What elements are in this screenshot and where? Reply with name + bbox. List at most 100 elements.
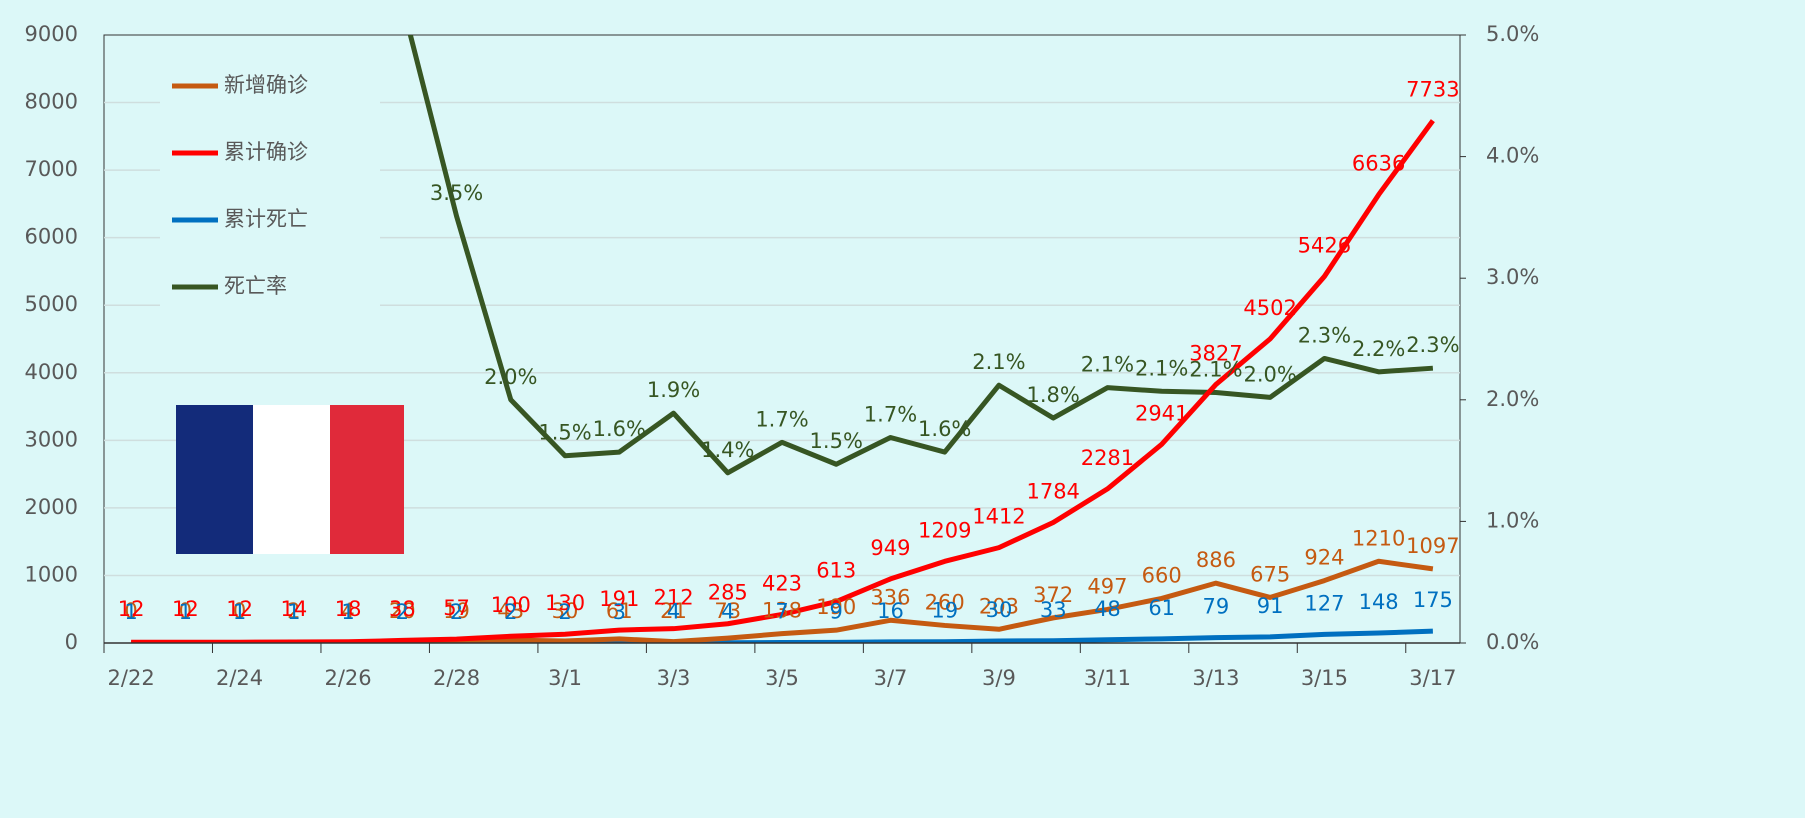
data-label: 19 (443, 599, 470, 623)
data-label: 138 (762, 599, 802, 623)
flag-red (330, 405, 404, 554)
data-label: 1.4% (701, 438, 754, 462)
data-label: 1.8% (1027, 383, 1080, 407)
y2-tick-label: 3.0% (1486, 265, 1539, 289)
data-label: 1.7% (864, 402, 917, 426)
data-label: 1.5% (538, 421, 591, 445)
data-label: 497 (1087, 574, 1127, 598)
legend-label: 累计确诊 (224, 140, 308, 164)
data-label: 5426 (1298, 233, 1351, 257)
data-label: 372 (1033, 583, 1073, 607)
y2-tick-label: 4.0% (1486, 144, 1539, 168)
data-label: 4502 (1243, 296, 1296, 320)
data-label: 0 (233, 599, 246, 623)
data-label: 2 (450, 600, 463, 624)
y-tick-label: 4000 (25, 360, 78, 384)
flag-blue (176, 405, 253, 554)
data-labels: 0 0 0 2 4 20 19 43 30 61 21 73 138 190 336 260 203 372 497… (118, 78, 1460, 624)
x-tick-label: 3/9 (982, 666, 1016, 690)
data-label: 79 (1203, 595, 1230, 619)
y2-tick-label: 0.0% (1486, 630, 1539, 654)
data-label: 1.9% (647, 378, 700, 402)
data-label: 423 (762, 571, 802, 595)
data-label: 2 (287, 599, 300, 623)
data-label: 12 (118, 597, 145, 621)
data-label: 949 (870, 536, 910, 560)
data-label: 1.5% (810, 429, 863, 453)
data-label: 2281 (1081, 446, 1134, 470)
data-label: 130 (545, 591, 585, 615)
data-label: 4 (667, 600, 680, 624)
legend-label: 新增确诊 (224, 73, 308, 97)
data-label: 886 (1196, 548, 1236, 572)
data-label: 4 (341, 599, 354, 623)
data-label: 3827 (1189, 341, 1242, 365)
x-tick-label: 2/22 (108, 666, 155, 690)
data-label: 127 (1304, 591, 1344, 615)
data-label: 1.7% (755, 407, 808, 431)
data-label: 33 (1040, 598, 1067, 622)
data-label: 6636 (1352, 152, 1405, 176)
data-label: 675 (1250, 562, 1290, 586)
data-label: 175 (1413, 588, 1453, 612)
y-tick-label: 6000 (25, 225, 78, 249)
series-line (407, 35, 1434, 476)
data-label: 16 (877, 599, 904, 623)
data-label: 1412 (972, 505, 1025, 529)
data-label: 30 (552, 599, 579, 623)
data-label: 12 (172, 597, 199, 621)
data-label: 19 (931, 599, 958, 623)
data-label: 2 (396, 600, 409, 624)
data-label: 1.6% (593, 417, 646, 441)
data-label: 14 (280, 597, 307, 621)
x-tick-label: 3/3 (657, 666, 691, 690)
data-label: 1 (341, 600, 354, 624)
data-label: 212 (653, 586, 693, 610)
data-label: 73 (714, 599, 741, 623)
data-label: 1784 (1026, 479, 1079, 503)
x-tick-label: 2/26 (324, 666, 371, 690)
data-label: 203 (979, 594, 1019, 618)
data-label: 2941 (1135, 401, 1188, 425)
data-label: 2.1% (1135, 356, 1188, 380)
data-label: 0 (124, 599, 137, 623)
data-label: 2.0% (1243, 362, 1296, 386)
data-label: 613 (816, 559, 856, 583)
y-tick-label: 9000 (25, 22, 78, 46)
x-tick-label: 3/7 (874, 666, 908, 690)
data-label: 3 (613, 600, 626, 624)
legend-label: 累计死亡 (224, 207, 308, 231)
data-label: 2.2% (1352, 337, 1405, 361)
data-label: 18 (335, 597, 362, 621)
x-tick-label: 2/28 (433, 666, 480, 690)
data-label: 285 (708, 581, 748, 605)
data-label: 21 (660, 599, 687, 623)
data-label: 190 (816, 595, 856, 619)
data-label: 0 (179, 599, 192, 623)
data-label: 1210 (1352, 526, 1405, 550)
data-label: 2.0% (484, 365, 537, 389)
data-label: 1 (124, 600, 137, 624)
y2-tick-label: 5.0% (1486, 22, 1539, 46)
data-label: 100 (491, 593, 531, 617)
data-label: 260 (925, 590, 965, 614)
data-label: 61 (1148, 596, 1175, 620)
data-label: 4 (721, 600, 734, 624)
y-tick-label: 8000 (25, 90, 78, 114)
data-label: 20 (389, 599, 416, 623)
series-line (131, 119, 1435, 643)
data-label: 2 (558, 600, 571, 624)
data-label: 57 (443, 596, 470, 620)
x-tick-label: 3/17 (1409, 666, 1456, 690)
data-label: 2.3% (1406, 333, 1459, 357)
data-label: 2.1% (972, 350, 1025, 374)
data-label: 336 (870, 585, 910, 609)
data-label: 43 (497, 599, 524, 623)
data-label: 61 (606, 599, 633, 623)
data-label: 191 (599, 587, 639, 611)
data-label: 2 (504, 600, 517, 624)
data-label: 924 (1304, 546, 1344, 570)
